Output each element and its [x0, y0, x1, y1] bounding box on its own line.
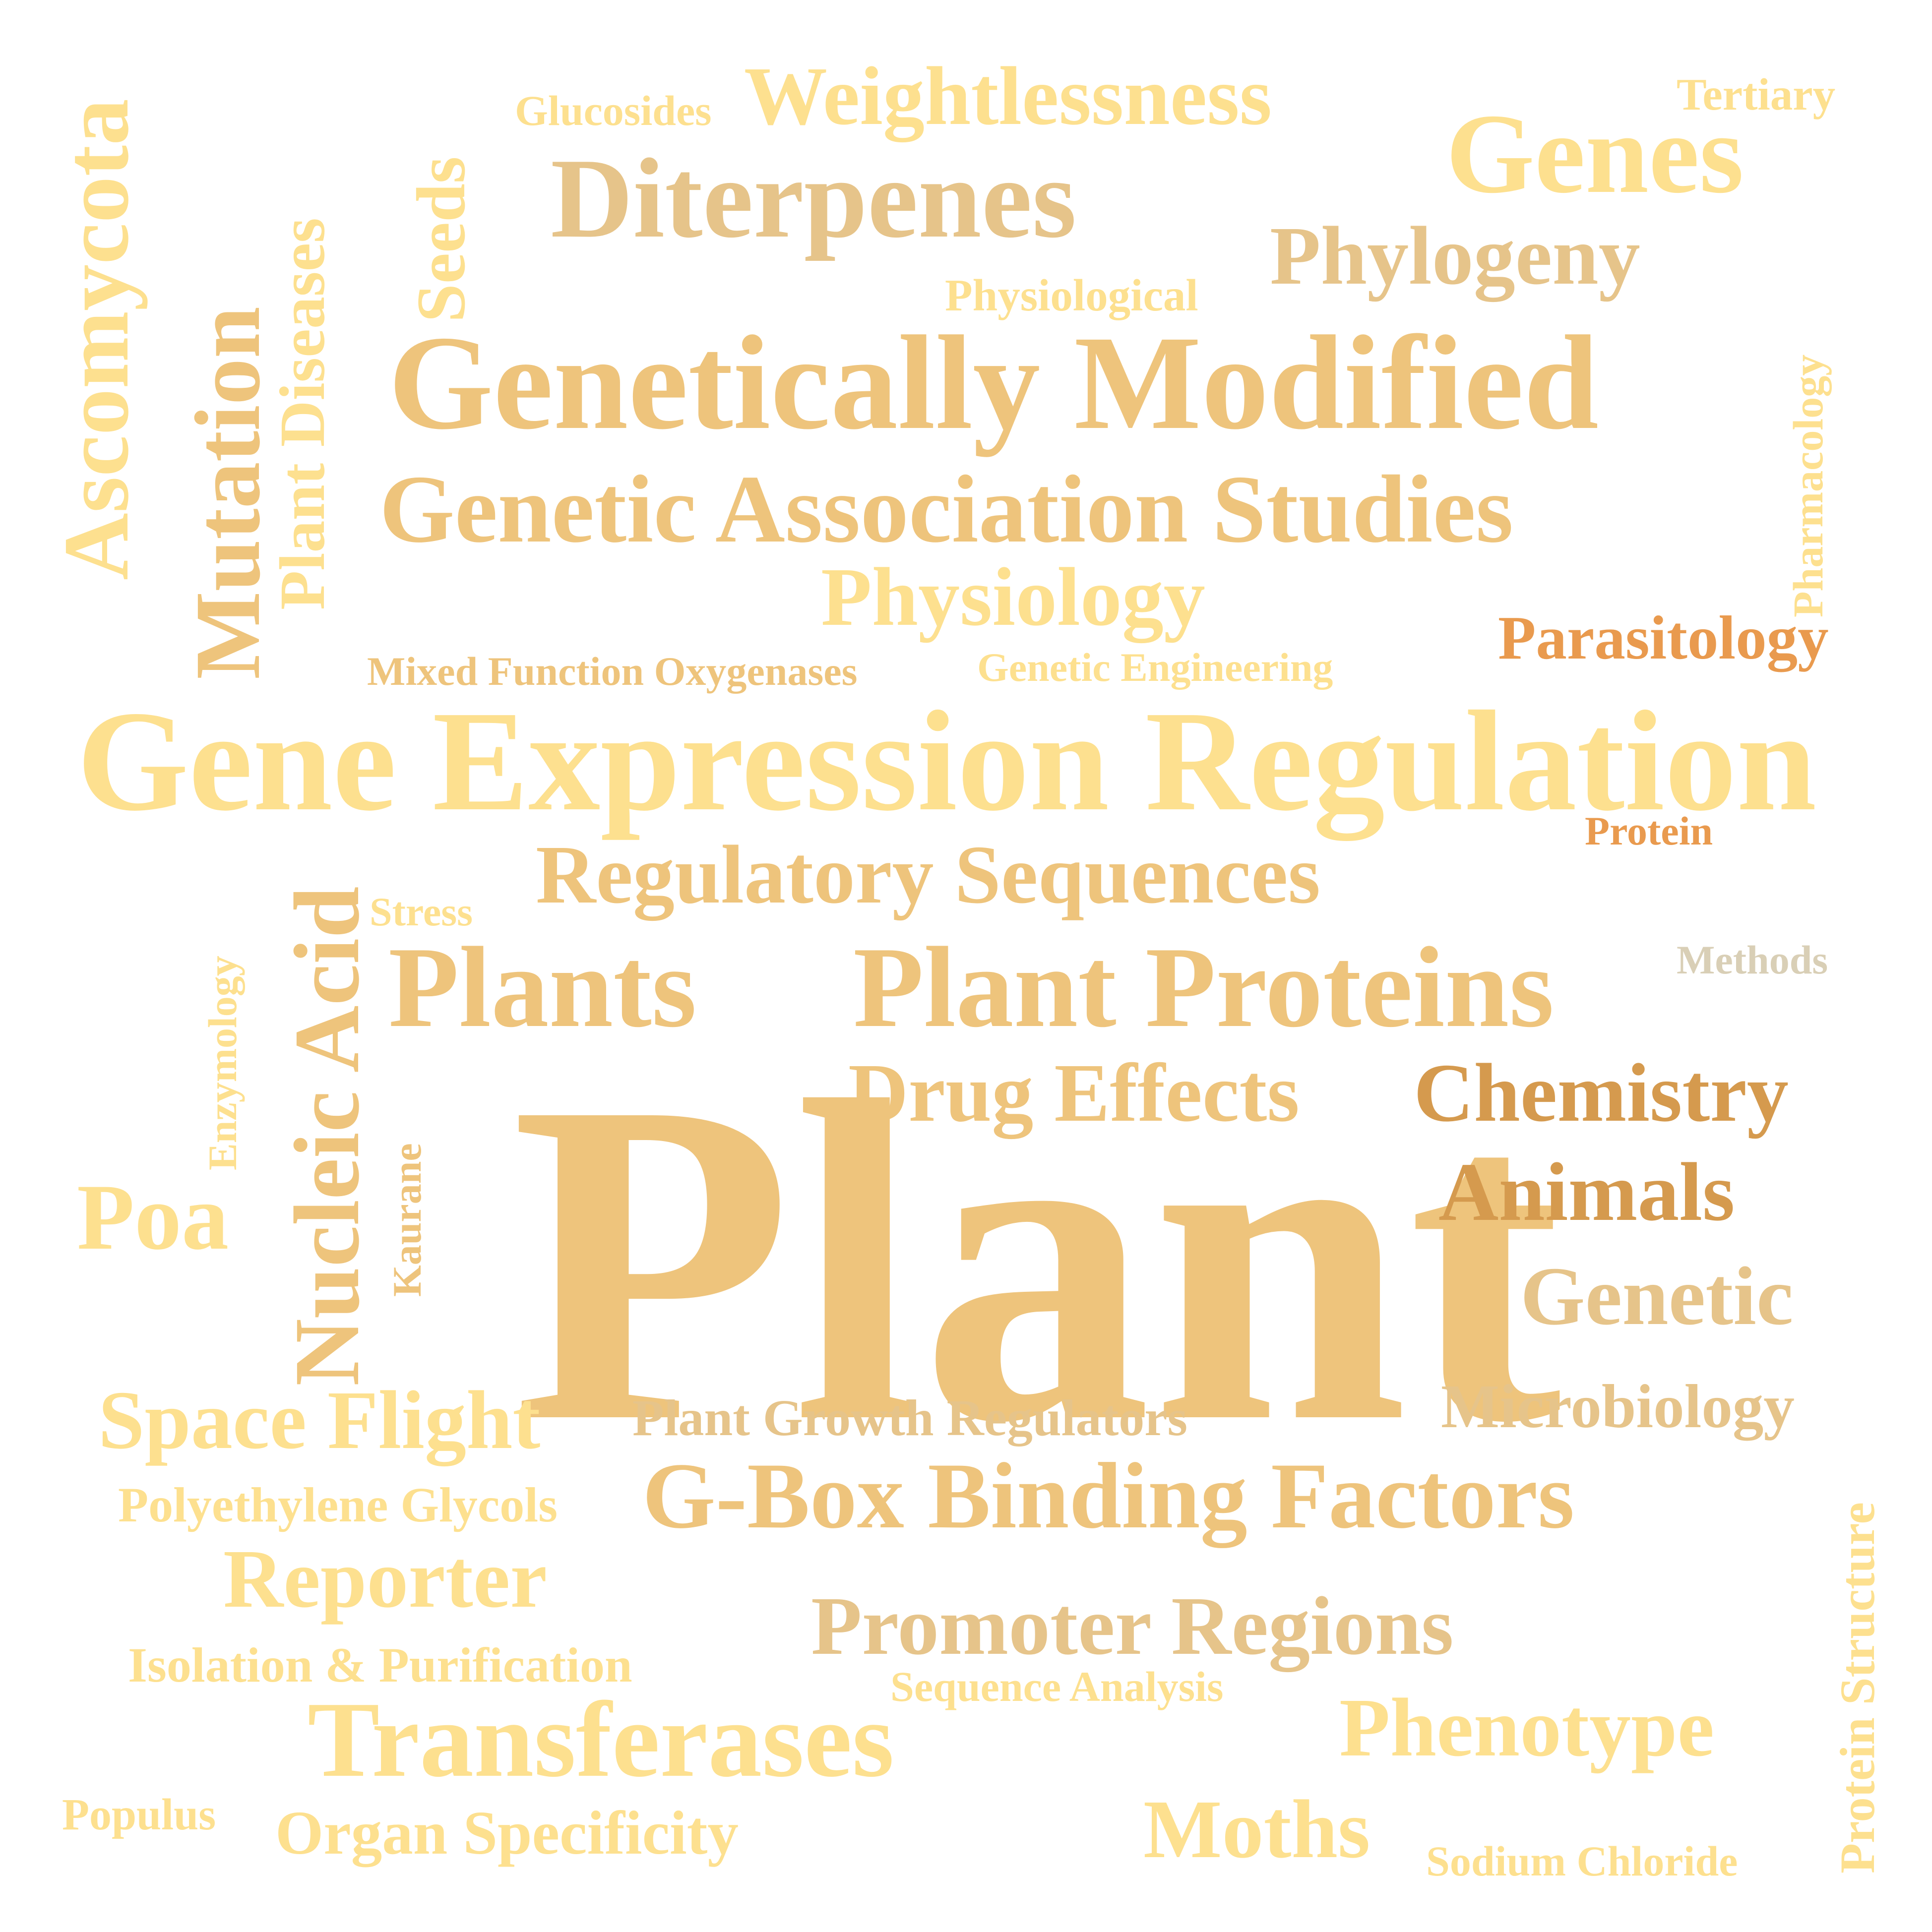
- word-moths: Moths: [1143, 1783, 1371, 1875]
- word-sequence-analysis: Sequence Analysis: [890, 1663, 1224, 1710]
- word-phenotype: Phenotype: [1339, 1682, 1714, 1774]
- word-chemistry: Chemistry: [1414, 1047, 1789, 1139]
- word-protein-structure: Protein Structure: [1830, 1502, 1885, 1873]
- word-plant-diseases: Plant Diseases: [267, 218, 338, 610]
- word-ascomycota: Ascomycota: [44, 98, 148, 580]
- word-nucleic-acid: Nucleic Acid: [275, 886, 378, 1386]
- word-diterpenes: Diterpenes: [551, 135, 1077, 261]
- word-pharmacology: Pharmacology: [1784, 354, 1832, 617]
- word-regulatory-sequences: Regulatory Sequences: [536, 829, 1320, 921]
- word-plant: Plant: [511, 1007, 1562, 1517]
- word-methods: Methods: [1677, 937, 1828, 982]
- word-sodium-chloride: Sodium Chloride: [1426, 1837, 1738, 1885]
- word-genetically-modified: Genetically Modified: [388, 308, 1599, 457]
- word-animals: Animals: [1438, 1146, 1735, 1238]
- word-space-flight: Space Flight: [98, 1374, 541, 1466]
- word-enzymology: Enzymology: [200, 956, 245, 1170]
- word-mutation: Mutation: [176, 306, 279, 679]
- word-physiological: Physiological: [945, 270, 1198, 320]
- word-weightlessness: Weightlessness: [744, 50, 1272, 142]
- word-plant-growth-regulators: Plant Growth Regulators: [632, 1389, 1187, 1447]
- word-plant-proteins: Plant Proteins: [853, 923, 1555, 1051]
- word-transferases: Transferases: [308, 1680, 894, 1800]
- word-microbiology: Microbiology: [1441, 1373, 1795, 1441]
- word-genetic-association-studies: Genetic Association Studies: [379, 456, 1513, 563]
- word-tertiary: Tertiary: [1677, 69, 1836, 120]
- word-genetic: Genetic: [1520, 1250, 1794, 1342]
- word-plants: Plants: [388, 923, 697, 1051]
- word-physiology: Physiology: [821, 551, 1205, 643]
- word-mixed-function-oxygenases: Mixed Function Oxygenases: [367, 649, 858, 694]
- word-populus: Populus: [62, 1790, 216, 1839]
- word-kaurane: Kaurane: [384, 1143, 430, 1297]
- word-protein: Protein: [1585, 808, 1713, 853]
- word-gene-expression-regulation: Gene Expression Regulation: [77, 681, 1817, 841]
- word-polyethylene-glycols: Polyethylene Glycols: [118, 1477, 558, 1532]
- word-parasitology: Parasitology: [1498, 604, 1829, 672]
- word-g-box-binding-factors: G-Box Binding Factors: [642, 1444, 1575, 1548]
- word-genetic-engineering: Genetic Engineering: [977, 645, 1333, 690]
- word-isolation-purification: Isolation & Purification: [128, 1637, 632, 1692]
- word-genes: Genes: [1446, 90, 1744, 217]
- word-poa: Poa: [77, 1165, 229, 1269]
- word-glucosides: Glucosides: [515, 87, 712, 134]
- word-organ-specificity: Organ Specificity: [275, 1799, 739, 1868]
- word-drug-effects: Drug Effects: [848, 1047, 1300, 1139]
- word-promoter-regions: Promoter Regions: [811, 1580, 1454, 1672]
- word-stress: Stress: [370, 889, 473, 934]
- word-reporter: Reporter: [223, 1533, 547, 1625]
- word-phylogeny: Phylogeny: [1270, 210, 1640, 302]
- word-seeds: Seeds: [403, 156, 480, 322]
